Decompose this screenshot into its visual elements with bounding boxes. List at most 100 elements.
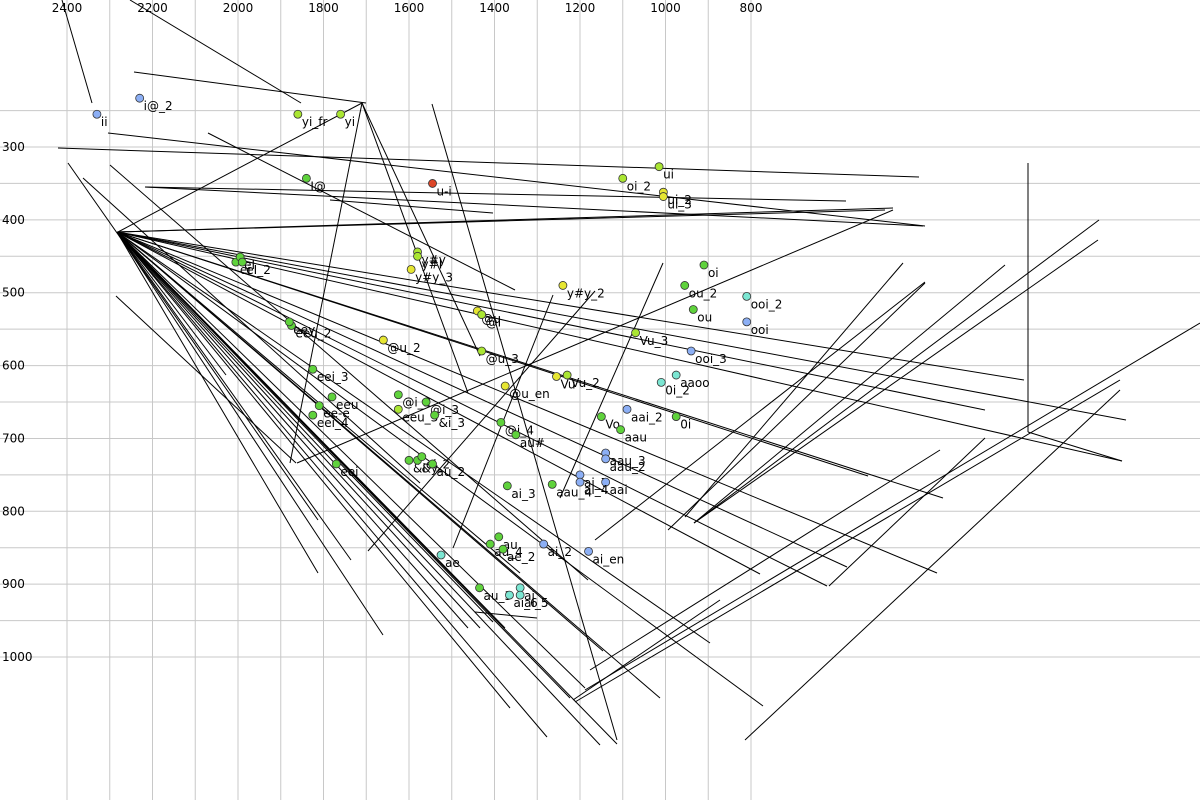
data-point: [547, 479, 557, 489]
trajectory-line: [828, 437, 986, 587]
data-point: [575, 470, 585, 480]
x-tick-label: 1400: [479, 1, 510, 15]
data-point: [558, 281, 568, 290]
data-point: [494, 532, 504, 542]
data-point: [284, 317, 294, 327]
trajectory-line: [116, 231, 711, 644]
trajectory-line: [116, 231, 1025, 381]
data-label: ee-e: [323, 407, 349, 421]
data-point: [428, 179, 437, 188]
trajectory-lines: [57, 0, 1200, 746]
x-tick-label: 1000: [650, 1, 681, 15]
data-label: aau_3: [610, 454, 646, 468]
data-point: [686, 346, 696, 356]
data-label: ai_2: [548, 545, 572, 559]
trajectory-line: [82, 177, 421, 484]
data-point: [699, 260, 709, 270]
trajectory-line: [693, 219, 1100, 524]
trajectory-line: [116, 231, 986, 411]
trajectory-line: [116, 231, 604, 652]
trajectory-line: [361, 102, 481, 357]
trajectory-line: [744, 389, 1121, 741]
trajectory-line: [116, 231, 352, 561]
data-point: [658, 192, 668, 201]
data-label: y#y_3: [415, 270, 453, 284]
trajectory-line: [116, 231, 1123, 462]
data-label: ai_3: [511, 487, 535, 501]
data-label: &i: [413, 461, 426, 475]
data-label: Vo: [605, 418, 620, 432]
data-point: [413, 251, 422, 261]
trajectory-line: [667, 282, 926, 531]
data-point: [552, 372, 561, 381]
trajectory-line: [115, 295, 297, 464]
trajectory-line: [594, 281, 926, 541]
data-point: [742, 317, 752, 327]
data-point: [618, 173, 628, 183]
data-point: [688, 305, 698, 314]
data-point: [135, 93, 145, 103]
data-label: yi: [345, 115, 355, 129]
trajectory-line: [116, 207, 894, 233]
x-tick-label: 2200: [137, 1, 168, 15]
data-label: @u: [481, 312, 501, 326]
data-label: Vu_2: [571, 376, 600, 390]
data-label: aau_4: [556, 485, 592, 499]
data-label: ae: [445, 556, 460, 570]
data-label: I@: [310, 179, 326, 193]
trajectory-line: [116, 231, 494, 623]
data-label: eI: [244, 258, 255, 272]
data-label: eI_2: [246, 263, 271, 277]
data-point: [436, 550, 446, 560]
data-point: [601, 454, 611, 464]
data-label: ai_6: [513, 596, 537, 610]
data-point: [406, 265, 416, 274]
trajectory-line: [129, 0, 302, 104]
data-point: [393, 404, 403, 414]
y-tick-label: 600: [2, 359, 25, 373]
data-point: [680, 281, 690, 290]
data-point: [601, 477, 611, 487]
data-label: y#y_2: [567, 286, 605, 300]
data-label: ai: [524, 589, 535, 603]
trajectory-line: [116, 231, 319, 574]
x-tick-label: 800: [740, 1, 763, 15]
data-label: Vu_3: [640, 334, 669, 348]
trajectory-line: [116, 231, 481, 629]
y-tick-label: 300: [2, 140, 25, 154]
data-label: eeu: [336, 398, 358, 412]
data-point: [92, 109, 102, 119]
trajectory-line: [116, 231, 938, 574]
data-label: @u_2: [387, 341, 420, 355]
trajectory-line: [116, 231, 1127, 421]
data-point: [314, 401, 324, 411]
data-point: [671, 370, 681, 380]
data-point: [654, 162, 664, 172]
data-point: [477, 310, 487, 319]
data-label: ei: [240, 263, 251, 277]
trajectory-line: [431, 103, 618, 741]
data-point: [515, 583, 525, 593]
data-point: [631, 328, 640, 338]
trajectory-line: [133, 71, 367, 104]
data-label: au_2: [437, 465, 466, 479]
data-point: [671, 412, 681, 421]
trajectory-line: [589, 449, 941, 671]
trajectory-line: [61, 0, 93, 104]
trajectory-line: [116, 231, 586, 689]
data-label: aau: [625, 431, 647, 445]
data-label: au_3: [484, 589, 513, 603]
x-tick-label: 1200: [565, 1, 596, 15]
data-point: [656, 377, 666, 387]
data-label: ui: [663, 168, 674, 182]
data-point: [327, 392, 337, 402]
data-label: @u_en: [509, 387, 550, 401]
trajectory-line: [289, 102, 363, 464]
data-label: oi_2: [627, 179, 651, 193]
data-label: eey: [293, 323, 315, 337]
data-label: au#: [520, 436, 545, 450]
data-label: ou_2: [689, 286, 718, 300]
trajectory-line: [116, 231, 848, 568]
data-point: [596, 412, 606, 421]
data-point: [308, 410, 318, 420]
